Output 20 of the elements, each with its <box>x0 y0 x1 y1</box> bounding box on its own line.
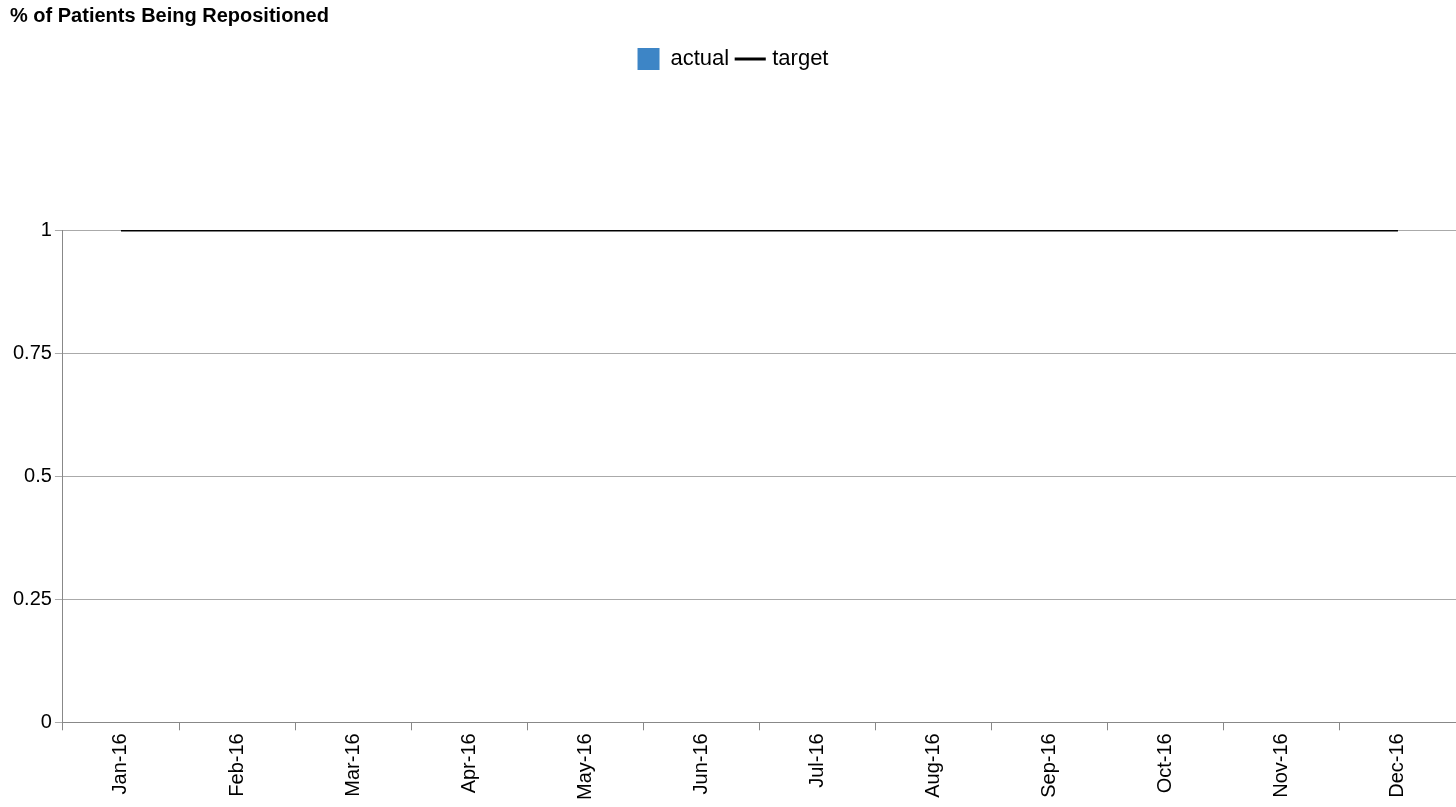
legend-label: actual <box>670 45 730 71</box>
x-tick-label: Dec-16 <box>1385 733 1408 798</box>
x-tick-label: Jun-16 <box>688 733 711 795</box>
x-tick-label: Mar-16 <box>340 733 363 797</box>
y-tick-label: 0.25 <box>12 586 52 609</box>
x-tick-label: Sep-16 <box>1037 733 1060 798</box>
x-tick-label: Aug-16 <box>921 733 944 798</box>
y-tick-label: 0.5 <box>24 463 52 486</box>
x-tick-label: Jan-16 <box>108 733 131 795</box>
legend-label: target <box>772 45 829 71</box>
x-tick-label: Nov-16 <box>1269 733 1292 798</box>
x-tick-label: Apr-16 <box>456 733 479 794</box>
chart-title: % of Patients Being Repositioned <box>10 3 329 26</box>
x-tick-label: Jul-16 <box>805 733 828 788</box>
y-tick-label: 0.75 <box>12 340 52 363</box>
y-tick-label: 0 <box>40 709 52 732</box>
x-tick-label: May-16 <box>572 733 595 801</box>
y-tick-label: 1 <box>40 217 52 240</box>
x-tick-label: Feb-16 <box>224 733 247 797</box>
x-tick-label: Oct-16 <box>1153 733 1176 794</box>
